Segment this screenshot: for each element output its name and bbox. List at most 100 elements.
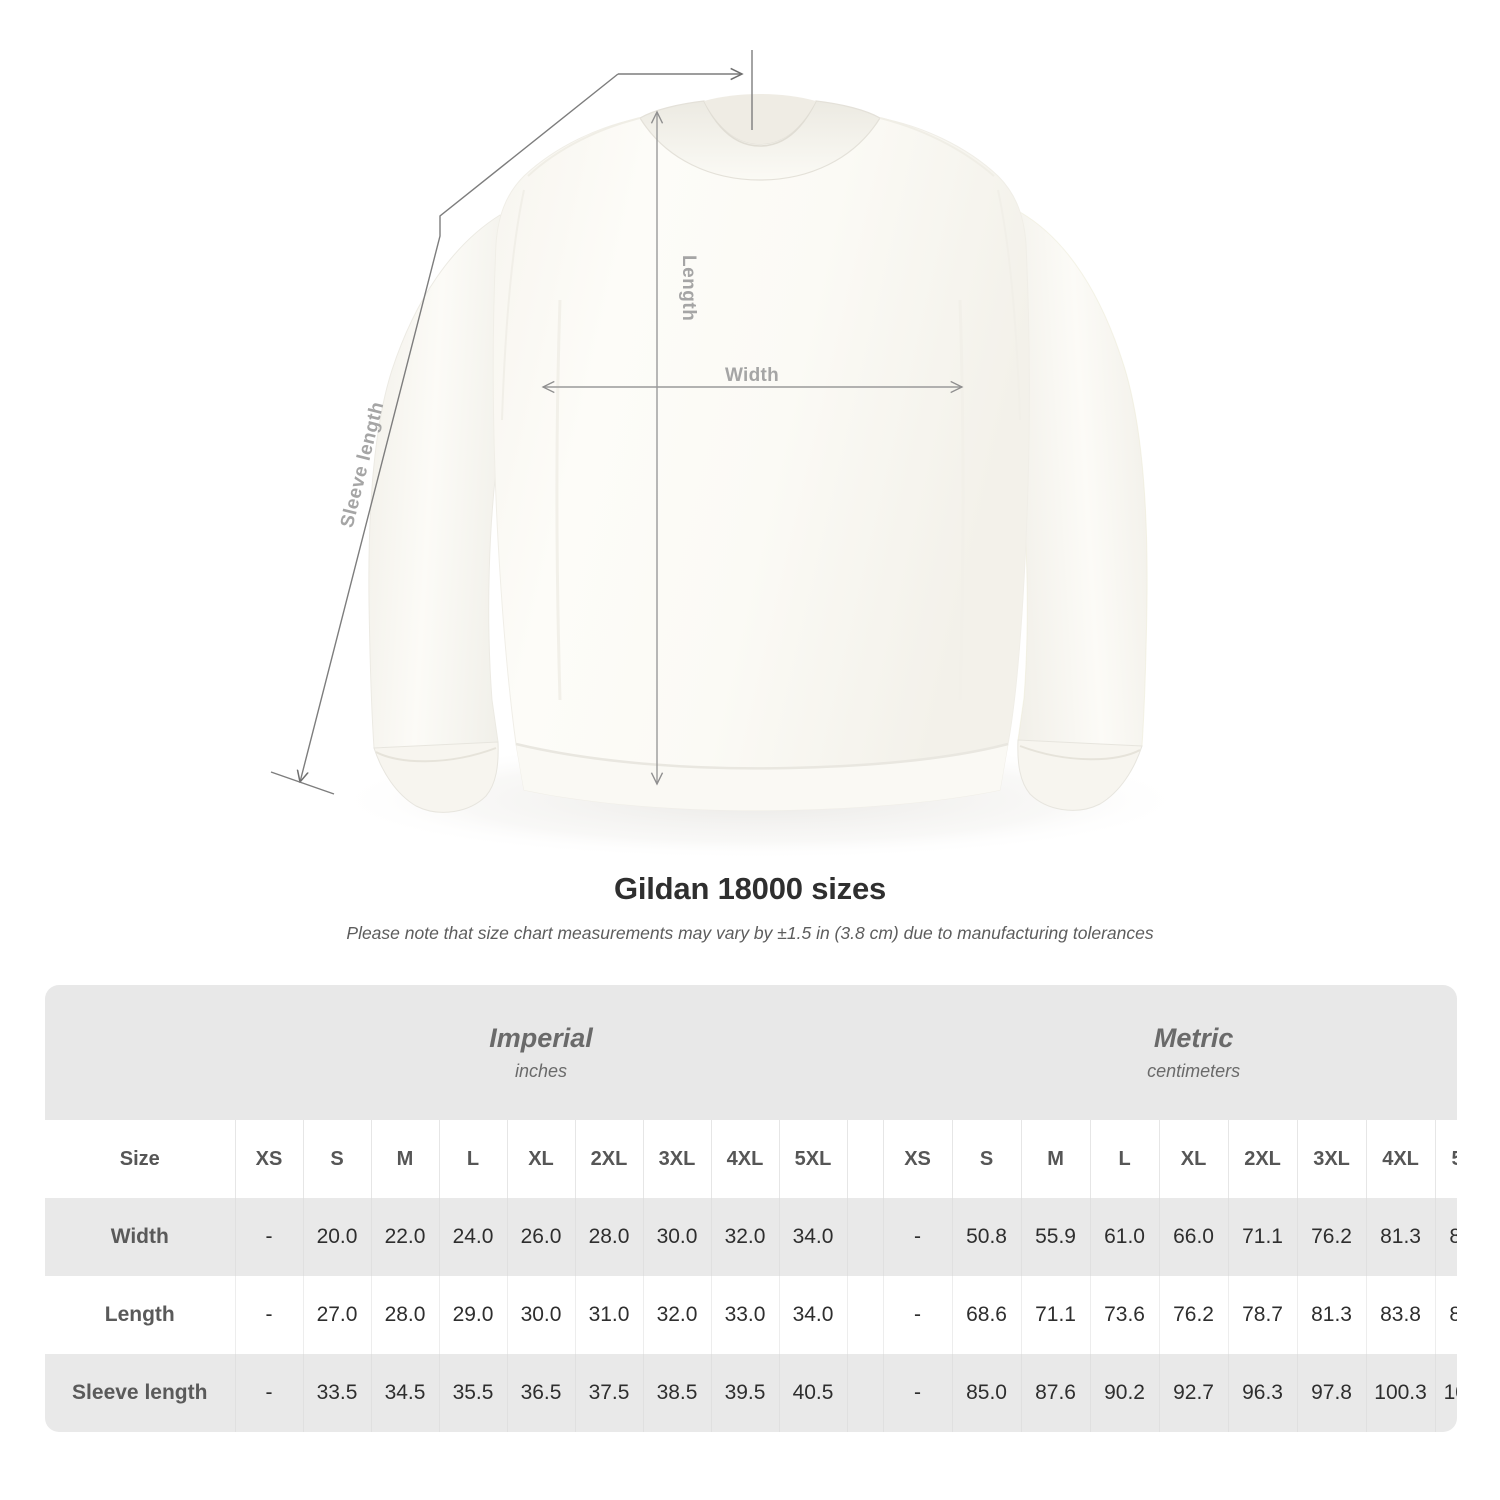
size-header-metric-5xl: 5XL [1434, 1120, 1457, 1198]
width-imperial-4xl: 32.0 [710, 1198, 779, 1276]
sleeve-imperial-4xl: 39.5 [710, 1354, 779, 1432]
width-metric-xs: - [882, 1198, 953, 1276]
length-imperial-m: 28.0 [370, 1276, 439, 1354]
size-header-metric-xl: XL [1158, 1120, 1229, 1198]
width-metric-3xl: 76.2 [1296, 1198, 1367, 1276]
body [492, 117, 1030, 811]
metric-name: Metric [1153, 1023, 1234, 1053]
width-metric-xl: 66.0 [1158, 1198, 1229, 1276]
size-header-imperial-l: L [438, 1120, 507, 1198]
page-title: Gildan 18000 sizes [613, 871, 887, 906]
width-metric-s: 50.8 [951, 1198, 1022, 1276]
chart-caption: Gildan 18000 sizes Please note that size… [0, 868, 1500, 945]
sleeve-imperial-s: 33.5 [302, 1354, 371, 1432]
length-label: Length [678, 255, 699, 321]
width-imperial-m: 22.0 [370, 1198, 439, 1276]
width-gap [846, 1198, 884, 1276]
width-imperial-5xl: 34.0 [778, 1198, 848, 1276]
size-header-metric-s: S [951, 1120, 1022, 1198]
length-imperial-xs: - [234, 1276, 303, 1354]
sleeve-metric-5xl: 102.9 [1434, 1354, 1457, 1432]
garment-illustration: Length Width Sleeve length [270, 50, 1190, 860]
size-header-metric-l: L [1089, 1120, 1160, 1198]
sleeve-imperial-xl: 36.5 [506, 1354, 575, 1432]
sleeve-metric-s: 85.0 [951, 1354, 1022, 1432]
length-gap [846, 1276, 884, 1354]
row-label-width: Width [45, 1198, 235, 1276]
size-header-row: Size XS S M L XL 2XL 3XL 4XL 5XL XS S M … [45, 1120, 1457, 1198]
left-cuff-seam [375, 747, 497, 763]
size-header-imperial-2xl: 2XL [574, 1120, 643, 1198]
fabric-fold-left [555, 299, 562, 701]
size-header-imperial-s: S [302, 1120, 371, 1198]
length-metric-5xl: 86.4 [1434, 1276, 1457, 1354]
left-shoulder-seam [527, 117, 641, 177]
row-label-length: Length [45, 1276, 235, 1354]
sleeve-metric-4xl: 100.3 [1365, 1354, 1436, 1432]
length-metric-l: 73.6 [1089, 1276, 1160, 1354]
size-header-imperial-m: M [370, 1120, 439, 1198]
sleeve-imperial-5xl: 40.5 [778, 1354, 848, 1432]
sweatshirt-graphic [368, 94, 1148, 813]
left-armhole-seam [501, 189, 525, 421]
width-metric-4xl: 81.3 [1365, 1198, 1436, 1276]
width-imperial-xs: - [234, 1198, 303, 1276]
length-imperial-l: 29.0 [438, 1276, 507, 1354]
size-header-label: Size [45, 1120, 235, 1198]
length-metric-xl: 76.2 [1158, 1276, 1229, 1354]
length-metric-4xl: 83.8 [1365, 1276, 1436, 1354]
width-imperial-l: 24.0 [438, 1198, 507, 1276]
metric-sub: centimeters [1147, 1061, 1241, 1081]
unit-header-metric: Metric centimeters [883, 985, 1457, 1120]
sleeve-imperial-3xl: 38.5 [642, 1354, 711, 1432]
imperial-sub: inches [515, 1061, 568, 1081]
fabric-fold-right [958, 299, 965, 701]
length-metric-m: 71.1 [1020, 1276, 1091, 1354]
width-imperial-2xl: 28.0 [574, 1198, 643, 1276]
measurement-annotations [270, 50, 962, 795]
inner-neck [704, 94, 816, 144]
size-header-metric-3xl: 3XL [1296, 1120, 1367, 1198]
size-header-metric-2xl: 2XL [1227, 1120, 1298, 1198]
width-imperial-s: 20.0 [302, 1198, 371, 1276]
size-header-gap [846, 1120, 884, 1198]
unit-header-spacer [45, 985, 235, 1120]
size-header-imperial-5xl: 5XL [778, 1120, 848, 1198]
length-imperial-s: 27.0 [302, 1276, 371, 1354]
size-table-container: Imperial inches Metric centimeters Size … [45, 985, 1457, 1432]
length-imperial-xl: 30.0 [506, 1276, 575, 1354]
hem-seam [515, 742, 1009, 770]
size-header-imperial-3xl: 3XL [642, 1120, 711, 1198]
sleeve-metric-xs: - [882, 1354, 953, 1432]
size-table: Imperial inches Metric centimeters Size … [45, 985, 1457, 1432]
sleeve-end-tick [270, 771, 335, 795]
size-header-metric-xs: XS [882, 1120, 953, 1198]
width-metric-l: 61.0 [1089, 1198, 1160, 1276]
sleeve-imperial-l: 35.5 [438, 1354, 507, 1432]
sleeve-metric-l: 90.2 [1089, 1354, 1160, 1432]
size-header-imperial-xl: XL [506, 1120, 575, 1198]
table-row: Width - 20.0 22.0 24.0 26.0 28.0 30.0 32… [45, 1198, 1457, 1276]
size-header-imperial-xs: XS [234, 1120, 303, 1198]
sleeve-gap [846, 1354, 884, 1432]
width-imperial-3xl: 30.0 [642, 1198, 711, 1276]
sleeve-metric-m: 87.6 [1020, 1354, 1091, 1432]
imperial-name: Imperial [489, 1023, 593, 1053]
length-metric-s: 68.6 [951, 1276, 1022, 1354]
width-metric-2xl: 71.1 [1227, 1198, 1298, 1276]
length-metric-2xl: 78.7 [1227, 1276, 1298, 1354]
sleeve-metric-xl: 92.7 [1158, 1354, 1229, 1432]
length-imperial-3xl: 32.0 [642, 1276, 711, 1354]
table-row: Length - 27.0 28.0 29.0 30.0 31.0 32.0 3… [45, 1276, 1457, 1354]
length-imperial-5xl: 34.0 [778, 1276, 848, 1354]
sleeve-metric-2xl: 96.3 [1227, 1354, 1298, 1432]
tolerance-note: Please note that size chart measurements… [346, 923, 1154, 943]
length-imperial-2xl: 31.0 [574, 1276, 643, 1354]
right-shoulder-seam [879, 117, 995, 177]
width-metric-5xl: 86.4 [1434, 1198, 1457, 1276]
width-imperial-xl: 26.0 [506, 1198, 575, 1276]
sleeve-length-line [300, 73, 619, 782]
garment-diagram: Length Width Sleeve length [270, 50, 1190, 860]
unit-header-gap [847, 985, 884, 1120]
